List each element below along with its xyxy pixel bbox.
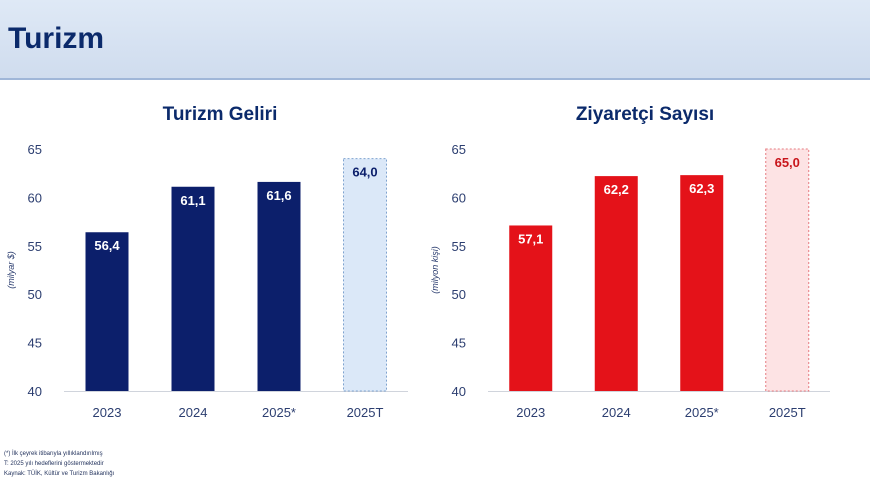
data-label: 65,0 bbox=[775, 155, 800, 170]
y-tick-label: 40 bbox=[28, 384, 42, 399]
x-tick-label: 2025T bbox=[347, 405, 384, 420]
x-tick-label: 2023 bbox=[516, 405, 545, 420]
y-tick-label: 55 bbox=[452, 239, 466, 254]
y-tick-label: 45 bbox=[28, 336, 42, 351]
footnote-source: Kaynak: TÜİK, Kültür ve Turizm Bakanlığı bbox=[4, 471, 115, 477]
target-bar bbox=[343, 158, 387, 392]
bar bbox=[509, 225, 553, 391]
x-tick-label: 2023 bbox=[93, 405, 122, 420]
data-label: 57,1 bbox=[518, 231, 543, 246]
header-bar: Turizm bbox=[0, 0, 870, 80]
y-tick-label: 65 bbox=[452, 142, 466, 157]
y-tick-label: 65 bbox=[28, 142, 42, 157]
data-label: 62,2 bbox=[604, 182, 629, 197]
y-axis-label: (milyon kişi) bbox=[430, 246, 440, 294]
y-tick-label: 55 bbox=[28, 239, 42, 254]
bar bbox=[171, 186, 215, 391]
chart-title-revenue: Turizm Geliri bbox=[163, 104, 278, 125]
x-tick-label: 2024 bbox=[179, 405, 208, 420]
x-tick-label: 2025* bbox=[262, 405, 296, 420]
y-tick-label: 50 bbox=[28, 287, 42, 302]
data-label: 64,0 bbox=[352, 165, 377, 180]
y-tick-label: 60 bbox=[452, 190, 466, 205]
bar bbox=[257, 181, 301, 391]
footnote-target: T: 2025 yılı hedeflerini göstermektedir bbox=[4, 461, 104, 467]
y-tick-label: 60 bbox=[28, 190, 42, 205]
bar bbox=[85, 232, 129, 391]
data-label: 56,4 bbox=[94, 238, 120, 253]
data-label: 62,3 bbox=[689, 181, 714, 196]
x-tick-label: 2025T bbox=[769, 405, 806, 420]
bar bbox=[680, 175, 724, 391]
chart-title-visitors: Ziyaretçi Sayısı bbox=[576, 104, 714, 125]
page-title: Turizm bbox=[8, 22, 105, 55]
data-label: 61,6 bbox=[266, 188, 291, 203]
y-tick-label: 50 bbox=[452, 287, 466, 302]
bar bbox=[594, 176, 638, 391]
y-axis-label: (milyar $) bbox=[6, 251, 16, 289]
target-bar bbox=[765, 148, 810, 392]
footnotes: (*) İlk çeyrek itibarıyla yıllıklandırıl… bbox=[4, 449, 114, 479]
y-tick-label: 45 bbox=[452, 336, 466, 351]
data-label: 61,1 bbox=[180, 193, 205, 208]
footnote-annualized: (*) İlk çeyrek itibarıyla yıllıklandırıl… bbox=[4, 451, 103, 457]
x-tick-label: 2024 bbox=[602, 405, 631, 420]
x-tick-label: 2025* bbox=[685, 405, 719, 420]
y-tick-label: 40 bbox=[452, 384, 466, 399]
